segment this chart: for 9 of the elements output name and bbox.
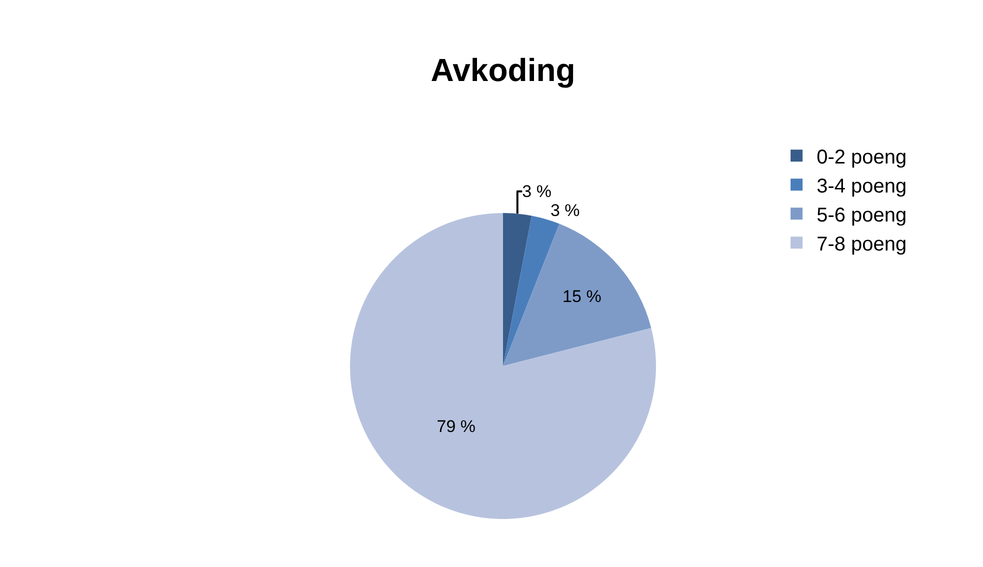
data-label: 3 % (550, 200, 580, 220)
legend-label: 5-6 poeng (816, 204, 907, 226)
chart-title: Avkoding (430, 52, 576, 88)
data-label: 3 % (522, 182, 552, 201)
data-label: 15 % (562, 286, 602, 306)
legend-label: 7-8 poeng (816, 233, 907, 256)
legend-label: 0-2 poeng (816, 146, 907, 168)
data-label: 79 % (436, 416, 476, 436)
legend-label: 3-4 poeng (816, 175, 907, 198)
